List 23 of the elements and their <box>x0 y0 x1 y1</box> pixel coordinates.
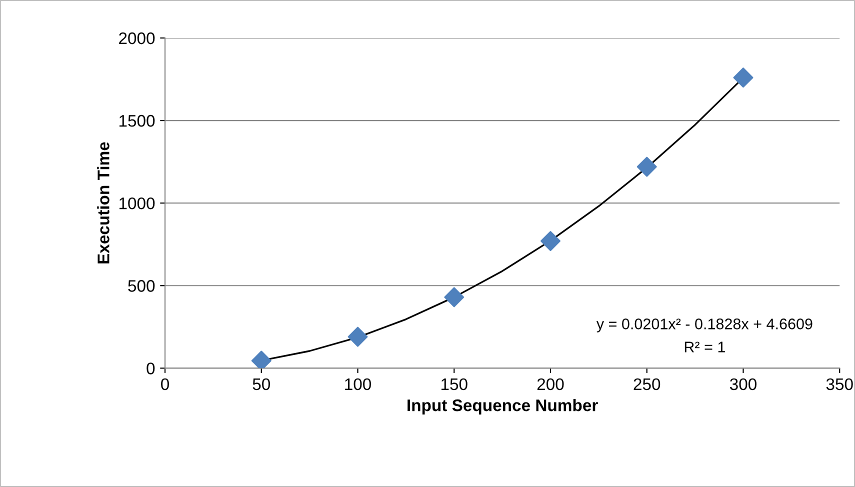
y-tick-label: 2000 <box>119 32 155 44</box>
y-tick-label: 1500 <box>119 114 155 127</box>
point <box>444 287 464 308</box>
x-tick-label: 350 <box>826 378 853 390</box>
x-tick-label: 100 <box>345 378 372 390</box>
point <box>636 156 657 177</box>
x-tick-label: 0 <box>161 378 169 390</box>
y-tick-label: 500 <box>128 280 155 292</box>
y-tick-label: 1000 <box>119 197 155 210</box>
point <box>348 326 368 347</box>
point <box>733 68 754 88</box>
x-tick-label: 200 <box>537 378 564 390</box>
y-tick-label: 0 <box>146 362 155 374</box>
x-tick-label: 150 <box>441 378 468 390</box>
y-axis-title: Execution Time <box>97 142 110 264</box>
x-tick-label: 300 <box>730 378 756 390</box>
x-tick-label: 250 <box>634 378 660 390</box>
point <box>251 350 272 368</box>
annotation: y = 0.0201x² - 0.1828x + 4.6609 <box>596 318 812 332</box>
point <box>540 231 561 252</box>
annotation: R² = 1 <box>684 342 725 352</box>
x-tick-label: 50 <box>252 378 270 390</box>
x-axis-title: Input Sequence Number <box>408 398 598 415</box>
